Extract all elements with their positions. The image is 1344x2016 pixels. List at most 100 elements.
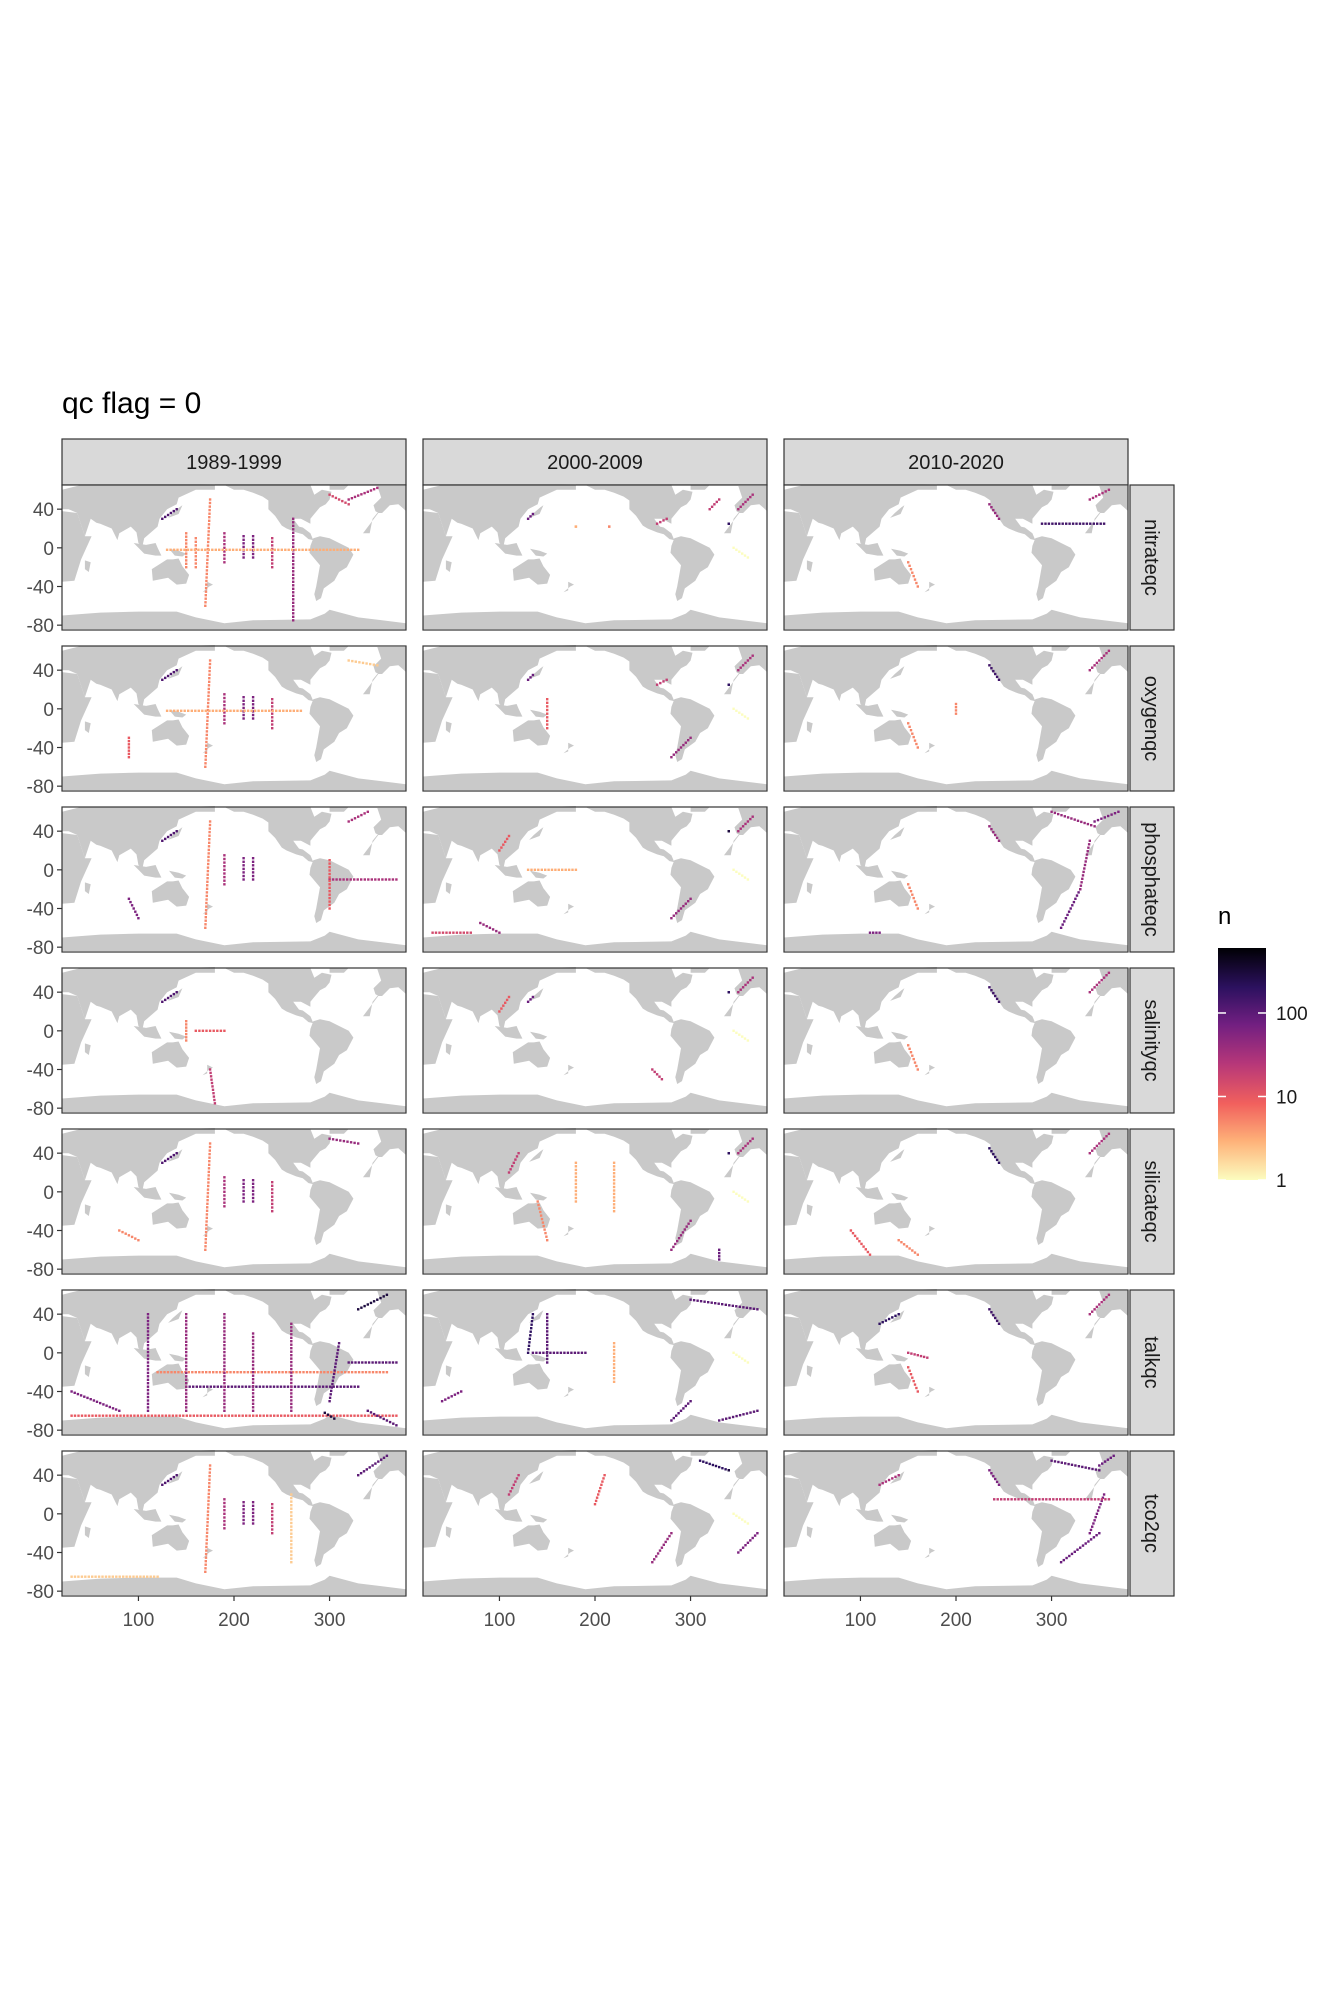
land-mass xyxy=(309,697,354,762)
data-cell xyxy=(909,729,913,732)
data-cell xyxy=(335,1355,339,1358)
data-cell xyxy=(172,992,175,996)
data-cell xyxy=(205,1531,209,1534)
data-cell xyxy=(707,1301,710,1304)
data-cell xyxy=(332,1385,335,1388)
data-cell xyxy=(185,1414,188,1417)
data-cell xyxy=(353,878,356,881)
data-cell xyxy=(242,717,245,720)
data-cell xyxy=(907,883,910,886)
data-cell xyxy=(208,1145,212,1149)
data-cell xyxy=(208,1467,212,1471)
data-cell xyxy=(574,868,578,871)
data-cell xyxy=(204,762,207,765)
data-cell xyxy=(1098,1142,1101,1145)
data-cell xyxy=(612,1206,616,1209)
data-cell xyxy=(73,1391,76,1394)
data-cell xyxy=(911,1376,914,1379)
land-mass xyxy=(423,645,576,708)
data-cell xyxy=(507,995,511,999)
data-cell xyxy=(338,878,342,881)
data-cell xyxy=(87,1575,90,1578)
land-mass xyxy=(62,511,92,582)
data-cell xyxy=(1059,926,1063,929)
data-cell xyxy=(908,1047,911,1050)
data-cell xyxy=(206,558,209,561)
data-cell xyxy=(311,548,315,551)
data-cell xyxy=(223,1371,226,1375)
data-cell xyxy=(342,1139,346,1143)
land-mass xyxy=(690,968,710,973)
data-cell xyxy=(185,1409,188,1412)
data-cell xyxy=(223,1406,226,1409)
data-cell xyxy=(290,1374,293,1378)
data-cell xyxy=(1090,824,1093,827)
data-cell xyxy=(851,1232,855,1235)
land-mass xyxy=(806,1365,813,1377)
data-cell xyxy=(239,709,243,712)
data-cell xyxy=(612,1366,616,1369)
data-cell xyxy=(350,548,353,551)
data-cell xyxy=(670,917,673,920)
y-tick-label: -80 xyxy=(27,938,54,959)
data-cell xyxy=(185,1323,188,1326)
data-cell xyxy=(223,1194,226,1197)
land-mass xyxy=(784,1092,1128,1112)
data-cell xyxy=(746,556,750,559)
data-cell xyxy=(1059,1561,1063,1564)
data-cell xyxy=(290,1336,293,1339)
data-cell xyxy=(251,1395,255,1398)
data-cell xyxy=(916,585,919,588)
data-cell xyxy=(251,706,255,710)
data-cell xyxy=(670,1532,673,1535)
data-cell xyxy=(201,709,204,712)
data-cell xyxy=(546,698,549,701)
data-cell xyxy=(990,1150,993,1153)
data-cell xyxy=(318,1414,321,1417)
data-cell xyxy=(756,1308,759,1311)
data-cell xyxy=(207,855,210,859)
data-cell xyxy=(381,1361,384,1364)
land-mass xyxy=(1085,969,1128,1017)
data-cell xyxy=(290,1343,293,1346)
data-cell xyxy=(242,696,245,699)
land-mass xyxy=(363,1291,406,1339)
data-cell xyxy=(1000,1498,1003,1501)
land-mass xyxy=(724,1452,767,1500)
data-cell xyxy=(994,672,997,676)
data-cell xyxy=(992,508,995,512)
data-cell xyxy=(332,1372,336,1376)
data-cell xyxy=(206,1191,210,1195)
data-cell xyxy=(118,1575,121,1578)
data-cell xyxy=(907,1044,910,1047)
data-cell xyxy=(274,1371,277,1374)
data-cell xyxy=(517,1152,520,1155)
land-mass xyxy=(151,1524,190,1551)
data-cell xyxy=(223,1516,226,1519)
data-cell xyxy=(206,551,209,554)
data-cell xyxy=(1101,491,1104,495)
data-cell xyxy=(271,566,274,569)
data-cell xyxy=(205,891,209,894)
data-cell xyxy=(251,1508,255,1511)
facet-panel xyxy=(61,1450,407,1597)
data-cell xyxy=(540,1217,544,1221)
data-cell xyxy=(915,581,918,585)
data-cell xyxy=(715,500,718,504)
land-mass xyxy=(309,858,354,923)
data-cell xyxy=(376,1414,379,1417)
data-cell xyxy=(538,1207,541,1210)
land-mass xyxy=(724,1291,767,1339)
data-cell xyxy=(339,548,342,551)
data-cell xyxy=(856,1237,859,1240)
data-cell xyxy=(541,1221,545,1224)
data-cell xyxy=(223,1347,226,1350)
data-cell xyxy=(315,548,318,551)
data-cell xyxy=(916,1253,919,1256)
data-cell xyxy=(104,1575,108,1578)
data-cell xyxy=(286,1385,290,1388)
data-cell xyxy=(653,1558,656,1561)
data-cell xyxy=(598,1490,601,1493)
data-cell xyxy=(360,878,363,881)
data-cell xyxy=(718,498,721,501)
